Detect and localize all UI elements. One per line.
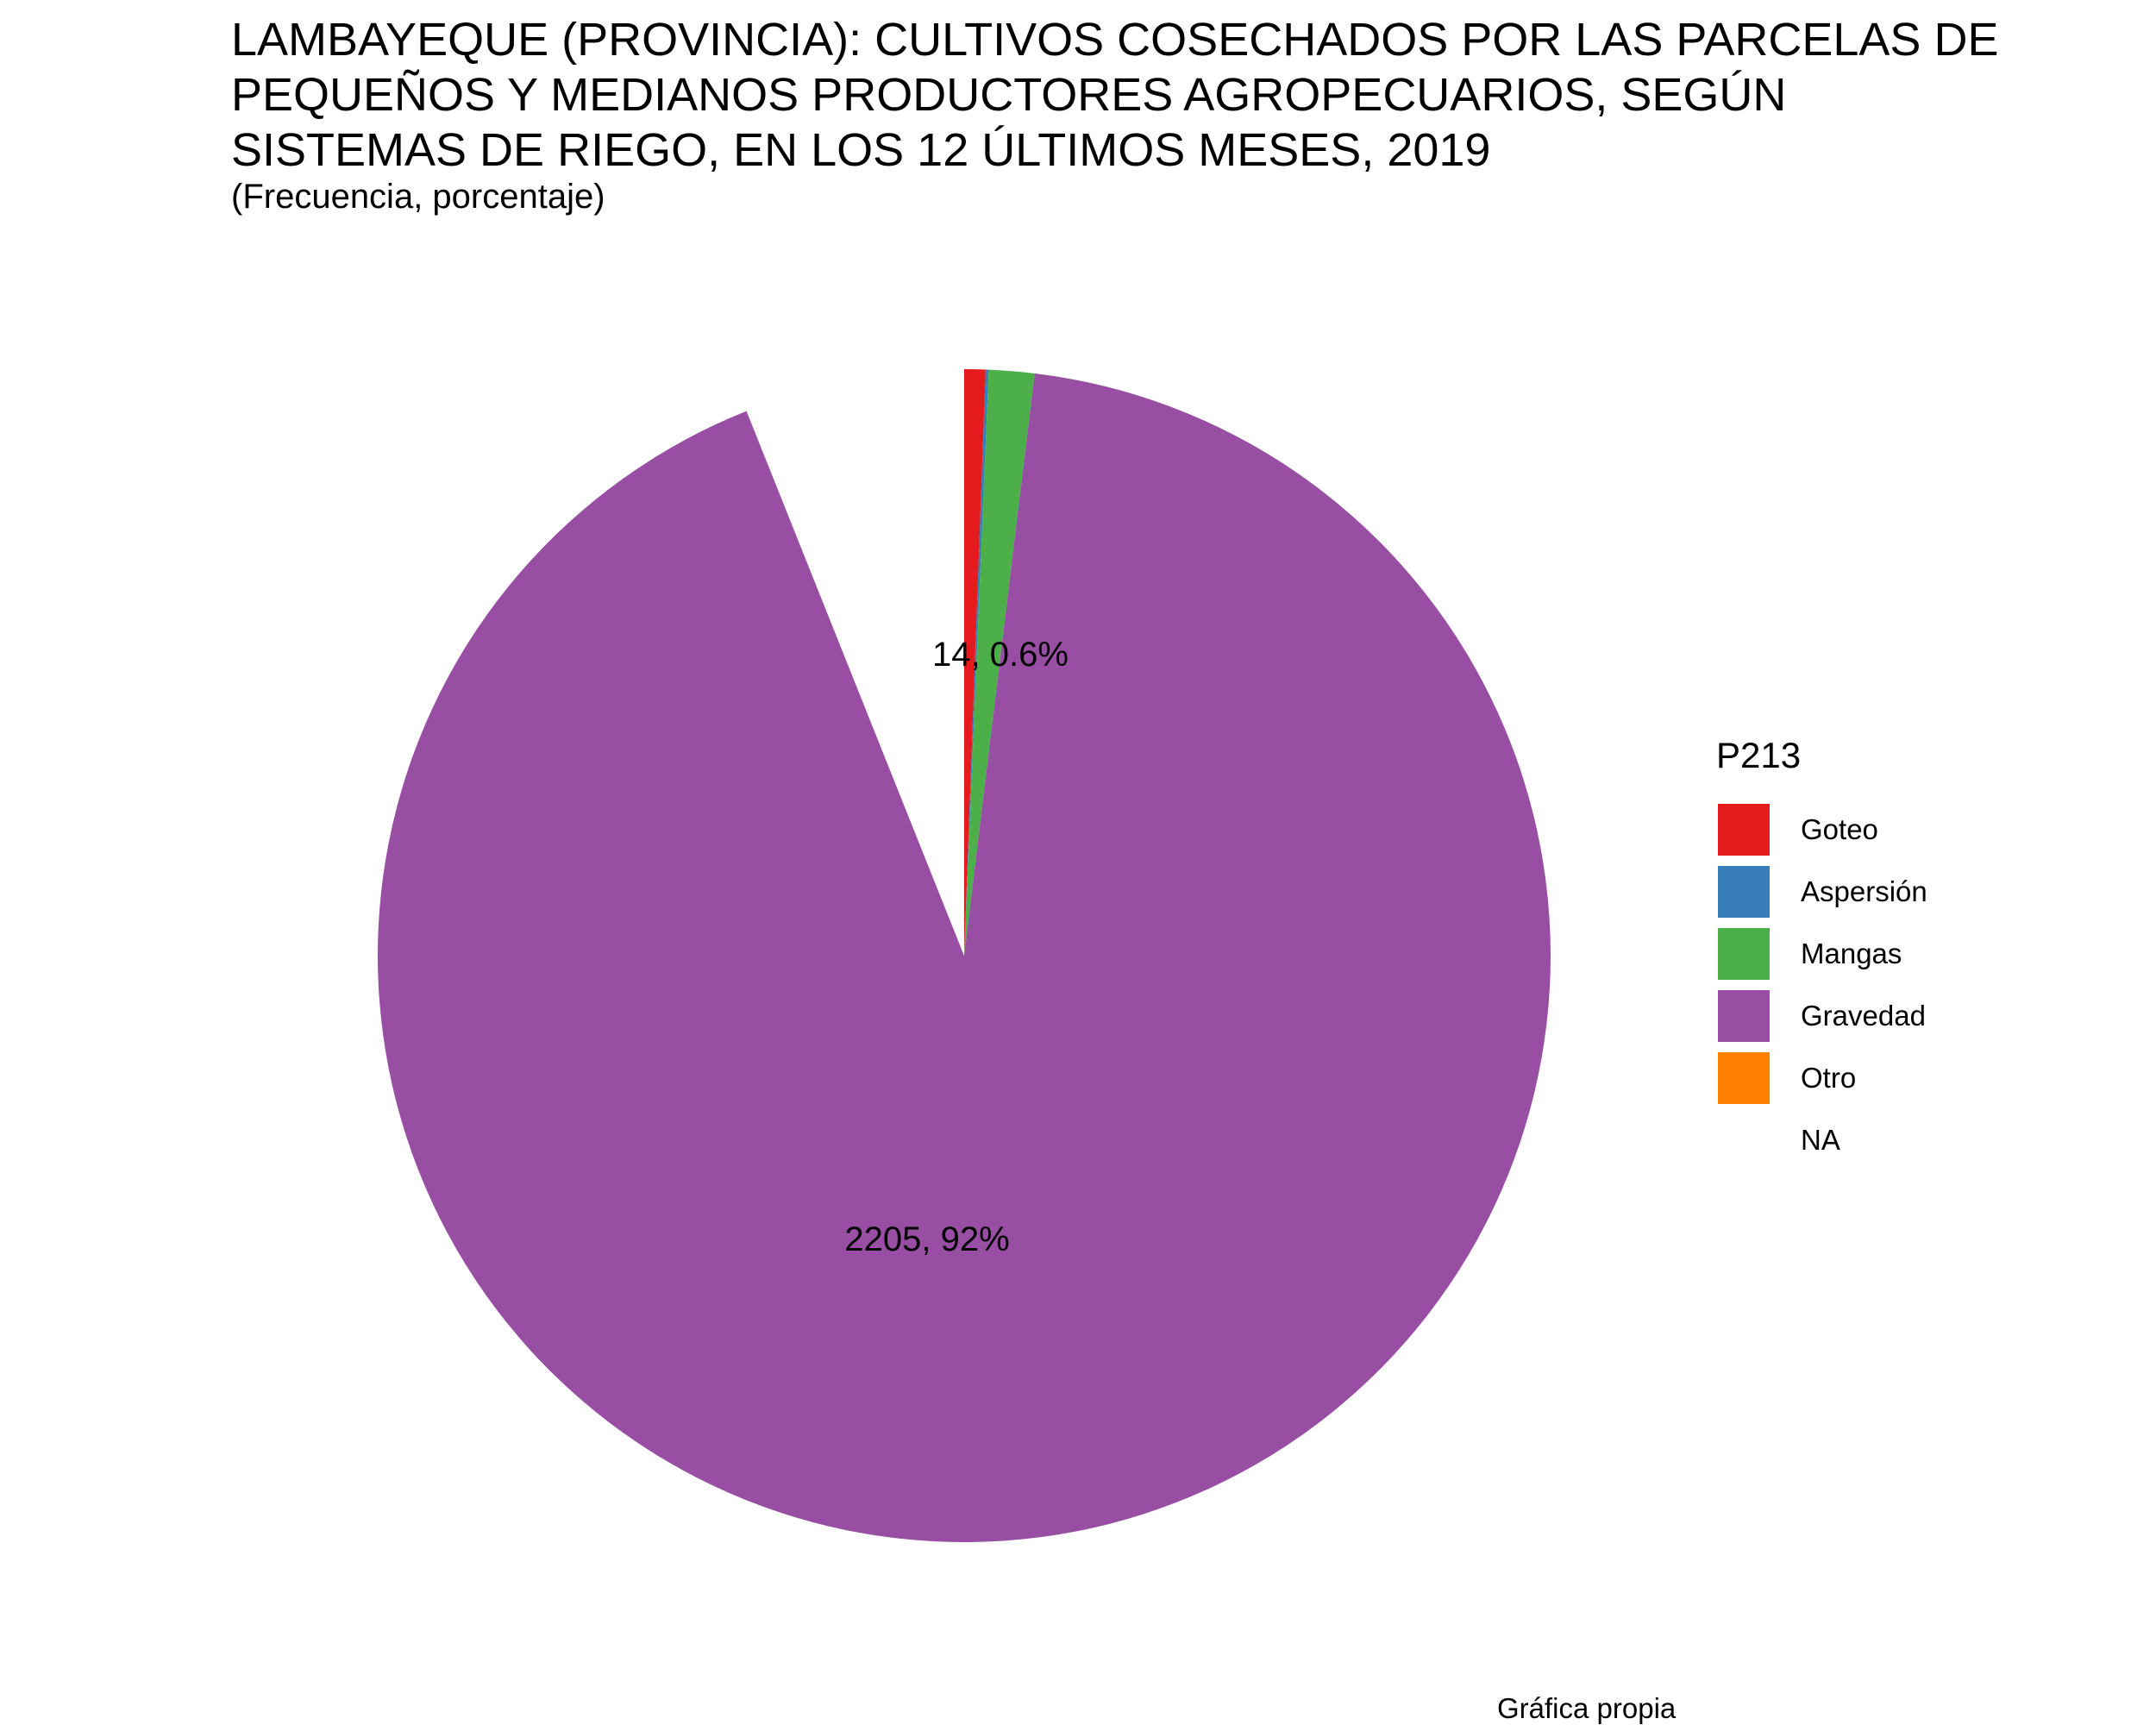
pie-slice-aspersion: [964, 369, 989, 956]
legend-item-mangas: Mangas: [1716, 923, 1927, 985]
legend-swatch-na: [1716, 1113, 1771, 1168]
legend-label-aspersion: Aspersión: [1801, 875, 1927, 907]
slice-label-gravedad: 2205, 92%: [844, 1220, 1009, 1258]
chart-title-line-2: PEQUEÑOS Y MEDIANOS PRODUCTORES AGROPECU…: [231, 69, 1787, 121]
legend-item-na: NA: [1716, 1109, 1927, 1171]
legend-swatch-gravedad: [1716, 988, 1771, 1044]
chart-title-line-3: SISTEMAS DE RIEGO, EN LOS 12 ÚLTIMOS MES…: [231, 124, 1491, 176]
pie-slice-mangas: [964, 369, 1035, 956]
legend-item-aspersion: Aspersión: [1716, 861, 1927, 923]
legend-label-goteo: Goteo: [1801, 813, 1878, 845]
legend-item-otro: Otro: [1716, 1047, 1927, 1109]
legend-title: P213: [1716, 735, 1802, 775]
legend-item-goteo: Goteo: [1716, 799, 1927, 861]
legend: P213 Goteo Aspersión Mangas Gravedad Otro NA: [1716, 735, 1927, 1171]
chart-subtitle: (Frecuencia, porcentaje): [231, 178, 605, 216]
chart-title-line-1: LAMBAYEQUE (PROVINCIA): CULTIVOS COSECHA…: [231, 14, 1999, 66]
slice-label-goteo: 14, 0.6%: [932, 636, 1069, 674]
legend-label-gravedad: Gravedad: [1801, 1000, 1926, 1032]
legend-swatch-otro: [1716, 1051, 1771, 1106]
pie-slice-na: [746, 369, 964, 956]
legend-item-gravedad: Gravedad: [1716, 985, 1927, 1047]
legend-label-otro: Otro: [1801, 1062, 1857, 1094]
legend-swatch-mangas: [1716, 926, 1771, 982]
pie-slice-goteo: [964, 369, 986, 956]
legend-swatch-goteo: [1716, 802, 1771, 857]
legend-label-na: NA: [1801, 1124, 1840, 1156]
pie-slice-gravedad: [377, 373, 1551, 1542]
legend-label-mangas: Mangas: [1801, 938, 1902, 969]
chart-title: LAMBAYEQUE (PROVINCIA): CULTIVOS COSECHA…: [231, 12, 2128, 178]
chart-caption: Gráfica propia: [1497, 1692, 1677, 1724]
legend-swatch-aspersion: [1716, 864, 1771, 919]
